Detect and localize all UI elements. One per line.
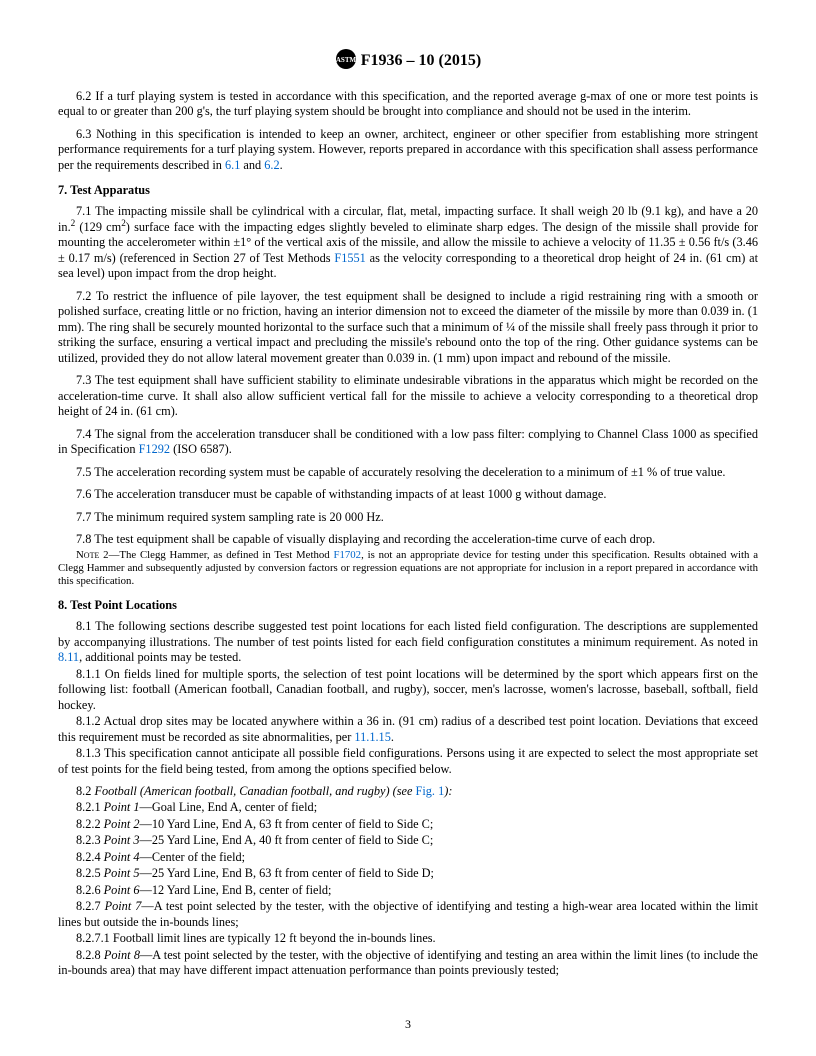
- para-7-1: 7.1 The impacting missile shall be cylin…: [58, 204, 758, 281]
- para-8-1-1: 8.1.1 On fields lined for multiple sport…: [58, 667, 758, 713]
- point-4: 8.2.4 Point 4—Center of the field;: [58, 850, 758, 865]
- point-7: 8.2.7 Point 7—A test point selected by t…: [58, 899, 758, 930]
- point-2: 8.2.2 Point 2—10 Yard Line, End A, 63 ft…: [58, 817, 758, 832]
- section-7-heading: 7. Test Apparatus: [58, 183, 758, 198]
- page-number: 3: [0, 1017, 816, 1032]
- note-2: Note 2—The Clegg Hammer, as defined in T…: [58, 549, 758, 589]
- para-8-2-7-1: 8.2.7.1 Football limit lines are typical…: [58, 931, 758, 946]
- para-8-1-3: 8.1.3 This specification cannot anticipa…: [58, 746, 758, 777]
- ref-11-1-15[interactable]: 11.1.15: [354, 730, 390, 744]
- standard-id: F1936 – 10 (2015): [361, 52, 481, 69]
- ref-6-2[interactable]: 6.2: [264, 158, 279, 172]
- point-8: 8.2.8 Point 8—A test point selected by t…: [58, 948, 758, 979]
- svg-text:ASTM: ASTM: [336, 56, 357, 64]
- para-7-3: 7.3 The test equipment shall have suffic…: [58, 373, 758, 419]
- ref-6-1[interactable]: 6.1: [225, 158, 240, 172]
- ref-f1551[interactable]: F1551: [334, 251, 365, 265]
- ref-8-11[interactable]: 8.11: [58, 650, 79, 664]
- section-8-heading: 8. Test Point Locations: [58, 598, 758, 613]
- point-5: 8.2.5 Point 5—25 Yard Line, End B, 63 ft…: [58, 866, 758, 881]
- para-8-1: 8.1 The following sections describe sugg…: [58, 619, 758, 665]
- para-7-4: 7.4 The signal from the acceleration tra…: [58, 427, 758, 458]
- ref-f1292[interactable]: F1292: [139, 442, 170, 456]
- para-7-6: 7.6 The acceleration transducer must be …: [58, 487, 758, 502]
- para-8-1-2: 8.1.2 Actual drop sites may be located a…: [58, 714, 758, 745]
- para-6-3: 6.3 Nothing in this specification is int…: [58, 127, 758, 173]
- note-label: Note: [76, 549, 99, 561]
- para-7-2: 7.2 To restrict the influence of pile la…: [58, 289, 758, 366]
- page-header: ASTM F1936 – 10 (2015): [58, 48, 758, 75]
- point-3: 8.2.3 Point 3—25 Yard Line, End A, 40 ft…: [58, 833, 758, 848]
- para-7-5: 7.5 The acceleration recording system mu…: [58, 465, 758, 480]
- para-8-2-head: 8.2 Football (American football, Canadia…: [58, 784, 758, 799]
- ref-fig-1[interactable]: Fig. 1: [416, 784, 445, 798]
- point-1: 8.2.1 Point 1—Goal Line, End A, center o…: [58, 800, 758, 815]
- para-7-8: 7.8 The test equipment shall be capable …: [58, 532, 758, 547]
- page: ASTM F1936 – 10 (2015) 6.2 If a turf pla…: [0, 0, 816, 1056]
- astm-logo: ASTM: [335, 48, 357, 75]
- point-6: 8.2.6 Point 6—12 Yard Line, End B, cente…: [58, 883, 758, 898]
- para-7-7: 7.7 The minimum required system sampling…: [58, 510, 758, 525]
- ref-f1702[interactable]: F1702: [333, 549, 361, 561]
- para-6-2: 6.2 If a turf playing system is tested i…: [58, 89, 758, 120]
